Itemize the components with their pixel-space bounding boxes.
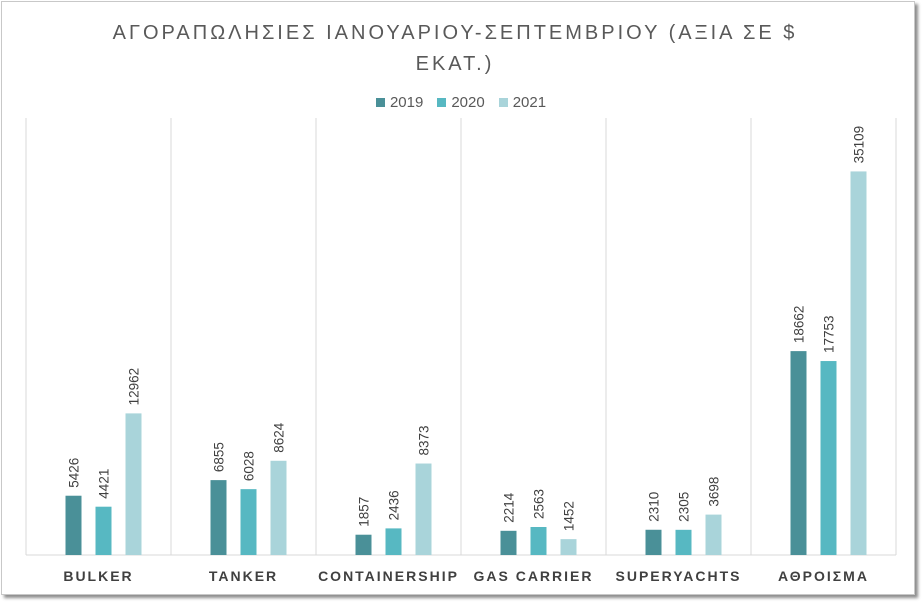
bar-2019 bbox=[355, 534, 372, 555]
category-label: SUPERYACHTS bbox=[616, 568, 742, 584]
bar-2021 bbox=[415, 463, 432, 555]
bar-2021 bbox=[125, 413, 142, 555]
bar-2019 bbox=[790, 351, 807, 555]
chart-frame bbox=[1, 1, 915, 595]
bar-2020 bbox=[675, 529, 692, 555]
data-label: 1857 bbox=[357, 497, 372, 527]
bar-2020 bbox=[530, 526, 547, 555]
chart-title: ΑΓΟΡΑΠΩΛΗΣΙΕΣ ΙΑΝΟΥΑΡΙΟΥ-ΣΕΠΤΕΜΒΡΙΟΥ (ΑΞ… bbox=[112, 22, 798, 75]
data-label: 6855 bbox=[212, 442, 227, 472]
data-label: 1452 bbox=[562, 501, 577, 531]
bar-2019 bbox=[210, 480, 227, 555]
data-label: 2214 bbox=[502, 492, 517, 523]
category-label: GAS CARRIER bbox=[473, 568, 593, 584]
bar-2020 bbox=[385, 528, 402, 555]
legend-swatch bbox=[437, 98, 447, 107]
data-label: 17753 bbox=[822, 316, 837, 354]
data-label: 6028 bbox=[242, 451, 257, 481]
data-label: 4421 bbox=[97, 469, 112, 499]
data-label: 18662 bbox=[792, 306, 807, 344]
legend-item-2020: 2020 bbox=[437, 94, 485, 111]
bar-2019 bbox=[65, 495, 82, 555]
legend: 2019 2020 2021 bbox=[0, 94, 922, 111]
data-label: 3698 bbox=[707, 477, 722, 507]
legend-label: 2021 bbox=[512, 94, 547, 111]
data-label: 2310 bbox=[647, 492, 662, 522]
category-label: BULKER bbox=[63, 568, 133, 584]
bar-2021 bbox=[850, 171, 867, 555]
data-label: 12962 bbox=[127, 368, 142, 406]
legend-item-2021: 2021 bbox=[498, 94, 547, 111]
bar-2020 bbox=[240, 489, 257, 555]
legend-swatch bbox=[498, 98, 508, 107]
legend-label: 2020 bbox=[451, 94, 485, 111]
category-label: CONTAINERSHIP bbox=[318, 568, 459, 584]
bar-2019 bbox=[645, 529, 662, 555]
legend-swatch bbox=[375, 98, 385, 107]
category-label: TANKER bbox=[209, 568, 278, 584]
bar-2020 bbox=[820, 361, 837, 555]
bar-2021 bbox=[270, 460, 287, 555]
data-label: 2563 bbox=[532, 489, 547, 519]
bar-2021 bbox=[560, 539, 577, 555]
data-label: 2305 bbox=[677, 492, 692, 522]
bar-2020 bbox=[95, 506, 112, 555]
bar-2019 bbox=[500, 530, 517, 555]
category-label: ΑΘΡΟΙΣΜΑ bbox=[778, 568, 869, 584]
data-label: 8373 bbox=[417, 425, 432, 455]
data-label: 2436 bbox=[387, 490, 402, 520]
legend-item-2019: 2019 bbox=[375, 94, 424, 111]
data-label: 5426 bbox=[67, 458, 82, 488]
data-label: 35109 bbox=[852, 126, 867, 164]
bar-2021 bbox=[705, 514, 722, 555]
data-label: 8624 bbox=[272, 422, 287, 453]
legend-label: 2019 bbox=[389, 94, 424, 111]
